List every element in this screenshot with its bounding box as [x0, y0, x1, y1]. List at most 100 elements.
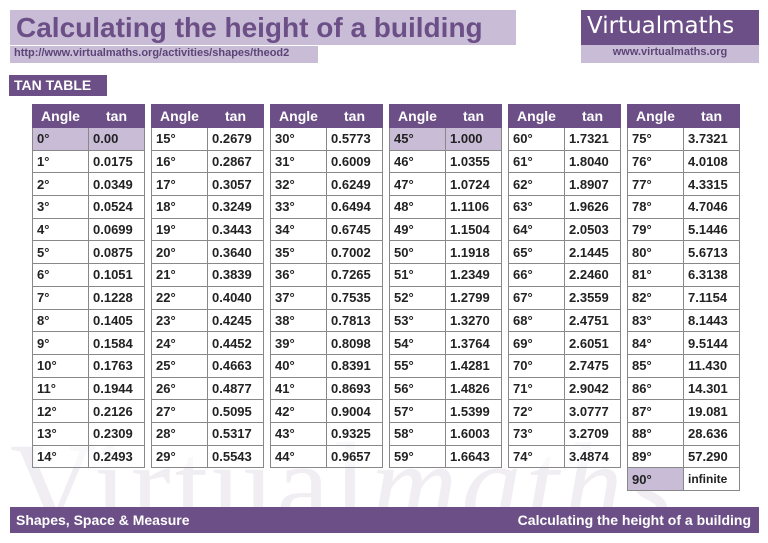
angle-cell: 12°: [32, 399, 89, 423]
table-header-row: Angle tan: [627, 104, 740, 128]
table-row: 26° 0.4877: [151, 376, 264, 401]
angle-cell: 77°: [627, 172, 684, 197]
table-row: 81° 6.3138: [627, 263, 740, 287]
angle-cell: 19°: [151, 217, 208, 242]
table-row: 31° 0.6009: [270, 149, 383, 174]
tan-cell: 14.301: [683, 376, 740, 401]
table-header-row: Angle tan: [270, 104, 383, 128]
tan-cell: 2.0503: [564, 217, 621, 242]
angle-cell: 16°: [151, 149, 208, 174]
tan-cell: 1.4281: [445, 353, 502, 378]
table-row: 35° 0.7002: [270, 240, 383, 265]
table-row: 89° 57.290: [627, 444, 740, 469]
tan-cell: 0.3057: [207, 172, 264, 197]
angle-cell: 74°: [508, 444, 565, 469]
tan-cell: 0.2493: [88, 444, 145, 469]
table-row: 67° 2.3559: [508, 285, 621, 310]
table-row: 20° 0.3640: [151, 240, 264, 265]
tan-cell: 1.2799: [445, 285, 502, 310]
table-row: 10° 0.1763: [32, 353, 145, 378]
tan-cell: 0.2309: [88, 421, 145, 446]
angle-cell: 70°: [508, 353, 565, 378]
angle-cell: 29°: [151, 444, 208, 469]
tan-cell: 3.0777: [564, 399, 621, 423]
tan-cell: 1.3270: [445, 308, 502, 333]
tan-cell: 3.2709: [564, 421, 621, 446]
tan-cell: 0.8693: [326, 376, 383, 401]
angle-cell: 72°: [508, 399, 565, 423]
table-row: 29° 0.5543: [151, 444, 264, 469]
tan-cell: 57.290: [683, 444, 740, 469]
tan-cell: 0.1405: [88, 308, 145, 333]
tan-cell: 1.8907: [564, 172, 621, 197]
table-row: 79° 5.1446: [627, 217, 740, 242]
tan-header: tan: [683, 104, 740, 128]
angle-cell: 64°: [508, 217, 565, 242]
tan-cell: 1.000: [445, 127, 502, 151]
page-url[interactable]: http://www.virtualmaths.org/activities/s…: [14, 47, 290, 59]
table-row: 49° 1.1504: [389, 217, 502, 242]
tan-cell: 4.7046: [683, 195, 740, 219]
tan-cell: 0.00: [88, 127, 145, 151]
table-row: 42° 0.9004: [270, 399, 383, 423]
angle-cell: 15°: [151, 127, 208, 151]
tan-cell: 0.1584: [88, 331, 145, 355]
tan-cell: 5.1446: [683, 217, 740, 242]
tan-cell: 0.1051: [88, 263, 145, 287]
angle-cell: 88°: [627, 421, 684, 446]
tan-cell: 1.0724: [445, 172, 502, 197]
table-row: 32° 0.6249: [270, 172, 383, 197]
table-row: 17° 0.3057: [151, 172, 264, 197]
tan-cell: 9.5144: [683, 331, 740, 355]
angle-cell: 68°: [508, 308, 565, 333]
table-row: 16° 0.2867: [151, 149, 264, 174]
table-row: 25° 0.4663: [151, 353, 264, 378]
angle-cell: 37°: [270, 285, 327, 310]
table-row: 78° 4.7046: [627, 195, 740, 219]
title-banner: Calculating the height of a building: [10, 10, 516, 45]
table-row: 70° 2.7475: [508, 353, 621, 378]
logo[interactable]: Virtualmaths: [581, 10, 759, 45]
angle-cell: 61°: [508, 149, 565, 174]
table-row: 76° 4.0108: [627, 149, 740, 174]
table-row: 11° 0.1944: [32, 376, 145, 401]
angle-cell: 32°: [270, 172, 327, 197]
table-row: 66° 2.2460: [508, 263, 621, 287]
table-row: 24° 0.4452: [151, 331, 264, 355]
section-label: TAN TABLE: [9, 75, 107, 96]
table-row: 4° 0.0699: [32, 217, 145, 242]
logo-name-part1: Virtual: [587, 13, 663, 39]
table-row: 61° 1.8040: [508, 149, 621, 174]
angle-cell: 17°: [151, 172, 208, 197]
tan-cell: 1.1918: [445, 240, 502, 265]
table-row: 55° 1.4281: [389, 353, 502, 378]
tan-cell: 28.636: [683, 421, 740, 446]
tan-cell: 0.3443: [207, 217, 264, 242]
table-row: 1° 0.0175: [32, 149, 145, 174]
table-row: 14° 0.2493: [32, 444, 145, 469]
angle-cell: 57°: [389, 399, 446, 423]
table-row: 28° 0.5317: [151, 421, 264, 446]
angle-cell: 31°: [270, 149, 327, 174]
tan-cell: 0.6494: [326, 195, 383, 219]
tan-cell: 0.1944: [88, 376, 145, 401]
tan-cell: 0.1228: [88, 285, 145, 310]
tan-cell: 3.4874: [564, 444, 621, 469]
table-row: 75° 3.7321: [627, 127, 740, 151]
table-row: 39° 0.8098: [270, 331, 383, 355]
table-row: 33° 0.6494: [270, 195, 383, 219]
logo-url[interactable]: www.virtualmaths.org: [612, 46, 728, 58]
table-row: 13° 0.2309: [32, 421, 145, 446]
tan-cell: 0.3640: [207, 240, 264, 265]
tan-cell: 0.2867: [207, 149, 264, 174]
tan-table-1: Angle tan 0° 0.00 1° 0.0175 2° 0.0349 3° 0.0524 4°…: [32, 104, 145, 469]
tan-cell: 0.7265: [326, 263, 383, 287]
tan-cell: 2.2460: [564, 263, 621, 287]
table-row: 7° 0.1228: [32, 285, 145, 310]
tan-cell: 0.8098: [326, 331, 383, 355]
angle-cell: 1°: [32, 149, 89, 174]
table-row: 62° 1.8907: [508, 172, 621, 197]
table-row: 18° 0.3249: [151, 195, 264, 219]
table-row: 68° 2.4751: [508, 308, 621, 333]
table-row: 15° 0.2679: [151, 127, 264, 151]
